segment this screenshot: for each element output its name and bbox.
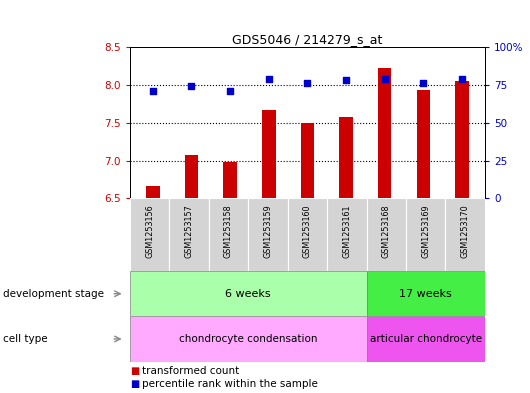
Bar (169, 198, 209, 271)
Point (187, 83, 196, 90)
Bar (455, 81, 469, 198)
Bar (130, 316, 367, 362)
Bar (446, 198, 485, 271)
Bar (367, 316, 485, 362)
Text: ■: ■ (130, 379, 139, 389)
Bar (184, 154, 198, 198)
Bar (262, 110, 276, 198)
Bar (223, 162, 237, 198)
Text: GSM1253158: GSM1253158 (224, 204, 233, 258)
Bar (146, 185, 160, 198)
Bar (130, 271, 367, 316)
Text: cell type: cell type (3, 334, 47, 344)
Text: GSM1253169: GSM1253169 (421, 204, 430, 258)
Bar (367, 271, 485, 316)
Text: ■: ■ (130, 366, 139, 376)
Bar (130, 198, 169, 271)
Text: GSM1253170: GSM1253170 (461, 204, 470, 258)
Bar (288, 198, 327, 271)
Bar (367, 198, 406, 271)
Title: GDS5046 / 214279_s_at: GDS5046 / 214279_s_at (232, 33, 383, 46)
Bar (209, 198, 248, 271)
Bar (406, 198, 446, 271)
Text: GSM1253160: GSM1253160 (303, 204, 312, 258)
Text: 17 weeks: 17 weeks (400, 289, 452, 299)
Point (342, 77, 350, 84)
Point (381, 76, 389, 82)
Text: articular chondrocyte: articular chondrocyte (370, 334, 482, 344)
Bar (417, 90, 430, 198)
Text: 6 weeks: 6 weeks (225, 289, 271, 299)
Point (148, 88, 157, 94)
Point (264, 76, 273, 82)
Text: development stage: development stage (3, 289, 104, 299)
Text: percentile rank within the sample: percentile rank within the sample (142, 379, 318, 389)
Text: transformed count: transformed count (142, 366, 239, 376)
Text: GSM1253159: GSM1253159 (263, 204, 272, 258)
Bar (248, 198, 288, 271)
Point (226, 88, 234, 94)
Text: GSM1253157: GSM1253157 (184, 204, 193, 258)
Point (419, 80, 428, 86)
Text: chondrocyte condensation: chondrocyte condensation (179, 334, 317, 344)
Point (303, 80, 312, 86)
Bar (378, 68, 392, 198)
Bar (301, 123, 314, 198)
Text: GSM1253168: GSM1253168 (382, 204, 391, 258)
Bar (327, 198, 367, 271)
Point (458, 76, 466, 82)
Bar (339, 117, 353, 198)
Text: GSM1253161: GSM1253161 (342, 204, 351, 258)
Text: GSM1253156: GSM1253156 (145, 204, 154, 258)
